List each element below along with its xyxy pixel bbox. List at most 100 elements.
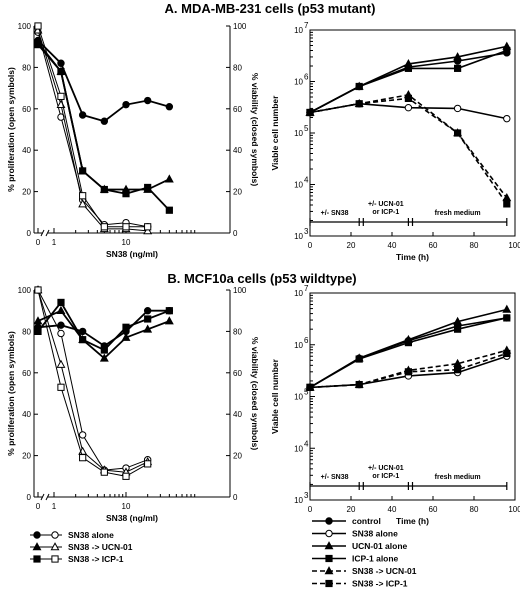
legend-marker-filled: [33, 531, 41, 539]
y-tick-exponent: 4: [304, 176, 309, 185]
x-tick-label: 60: [429, 505, 438, 514]
plot-frame: [309, 292, 516, 501]
legend-marker: [325, 579, 333, 588]
y-tick-label-left: 100: [18, 22, 32, 31]
y-tick-label-right: 20: [233, 188, 242, 197]
series-line: [37, 289, 148, 471]
data-point: [404, 103, 413, 112]
legend-label: SN38 -> UCN-01: [68, 542, 133, 552]
x-tick-label: 20: [347, 241, 356, 250]
data-point: [165, 307, 173, 315]
data-point: [33, 316, 43, 325]
legend-marker-open: [51, 555, 59, 563]
y-tick-label-right: 100: [233, 286, 247, 295]
y-tick-label-right: 0: [233, 493, 238, 502]
legend-label: SN38 alone: [68, 530, 114, 540]
y-tick-label: 10: [294, 26, 303, 35]
series-triangle-viability: [33, 37, 174, 193]
series-line: [309, 97, 508, 205]
series-line: [37, 289, 148, 477]
y-tick-label-left: 40: [22, 410, 31, 419]
data-point: [57, 298, 65, 307]
data-point: [57, 59, 65, 67]
data-point: [453, 316, 463, 325]
legend-label: ICP-1 alone: [352, 554, 399, 564]
legend-item: SN38 -> ICP-1: [30, 554, 124, 564]
data-point: [99, 353, 109, 362]
dose-legend: SN38 alone SN38 -> UCN-01 SN38 -> ICP-1: [30, 530, 133, 564]
series-triangle-viability: [33, 305, 174, 362]
legend-marker: [324, 541, 334, 550]
x-tick-label: 1: [52, 238, 57, 247]
data-point: [165, 103, 174, 111]
legend-marker: [324, 566, 334, 575]
data-point: [34, 41, 42, 49]
y-tick-exponent: 6: [304, 336, 309, 345]
x-tick-label: 100: [508, 505, 520, 514]
y-tick-exponent: 5: [304, 388, 309, 397]
y-tick-label-left: 100: [18, 286, 32, 295]
series-line: [309, 45, 507, 114]
data-point: [122, 100, 130, 109]
data-point: [503, 46, 511, 55]
data-point: [56, 359, 66, 368]
data-point: [78, 431, 87, 439]
title-b: B. MCF10a cells (p53 wildtype): [167, 271, 356, 286]
x-tick-label: 0: [36, 502, 41, 511]
legend-item: SN38 -> UCN-01: [30, 542, 133, 552]
x-axis-label: Time (h): [396, 516, 429, 526]
x-tick-label: 80: [470, 505, 479, 514]
y-tick-exponent: 3: [304, 227, 309, 236]
data-point: [79, 167, 87, 175]
y-tick-label: 10: [294, 78, 303, 87]
series-triangle-proliferation: [33, 25, 153, 235]
legend-label: UCN-01 alone: [352, 541, 408, 551]
data-point: [404, 94, 412, 102]
y-tick-label-right: 80: [233, 63, 242, 72]
x-tick-label: 80: [470, 241, 479, 250]
legend-item: SN38 alone: [312, 529, 398, 539]
legend-marker: [325, 554, 333, 563]
data-point: [144, 223, 152, 231]
data-point: [78, 199, 88, 208]
data-point: [453, 104, 462, 113]
x-tick-label: 20: [347, 505, 356, 514]
data-point: [57, 383, 65, 391]
y-axis-label: Viable cell number: [270, 95, 280, 171]
y-tick-label-right: 80: [233, 327, 242, 336]
data-point: [122, 472, 130, 480]
legend-item: UCN-01 alone: [312, 541, 408, 551]
x-axis-label: SN38 (ng/ml): [106, 249, 158, 259]
timeline-label-icp1: or ICP-1: [372, 209, 399, 216]
data-point: [121, 332, 131, 341]
y-tick-exponent: 3: [304, 491, 309, 500]
y-tick-label: 10: [294, 341, 303, 350]
y-axis-label: Viable cell number: [270, 358, 280, 434]
data-point: [78, 327, 87, 336]
x-tick-label: 60: [429, 241, 438, 250]
legend-item: control: [312, 516, 381, 526]
data-point: [143, 96, 152, 105]
data-point: [34, 22, 42, 30]
data-point: [57, 92, 65, 100]
series-circle-viability: [34, 36, 174, 125]
data-point: [143, 307, 152, 315]
x-tick-label: 1: [52, 502, 57, 511]
data-point: [355, 355, 363, 363]
y-tick-exponent: 7: [304, 284, 309, 293]
y-tick-exponent: 4: [304, 439, 309, 448]
data-point: [143, 226, 153, 235]
legend-marker: [325, 517, 333, 525]
data-point: [503, 349, 511, 358]
y-tick-label-left: 40: [22, 146, 31, 155]
data-point: [122, 323, 130, 331]
data-point: [79, 336, 87, 344]
data-point: [79, 454, 87, 462]
data-point: [34, 327, 42, 335]
series-line: [37, 25, 148, 228]
timeline-label-ucn01: +/- UCN-01: [368, 465, 404, 472]
y-axis-label-left: % proliferation (open symbols): [6, 331, 16, 456]
data-point: [122, 190, 130, 198]
